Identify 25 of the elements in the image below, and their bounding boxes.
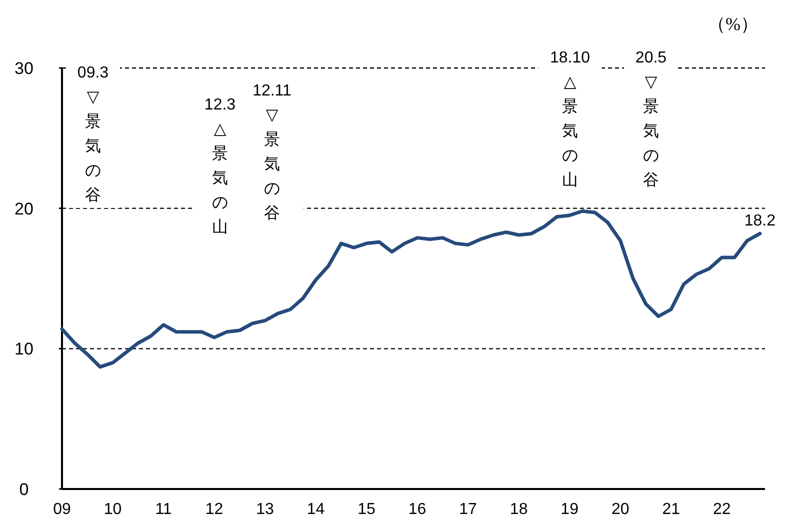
y-tick-label: 10 <box>14 340 34 359</box>
annotation: 12.11 ▽景気の谷 <box>252 82 292 222</box>
x-tick-label: 16 <box>408 501 426 518</box>
annotation: 18.2 <box>744 212 776 230</box>
x-tick-label: 13 <box>256 501 274 518</box>
x-tick-label: 09 <box>53 501 71 518</box>
annotation: 12.3 △景気の山 <box>204 96 236 236</box>
y-tick-label: 20 <box>14 199 34 218</box>
x-tick-label: 15 <box>358 501 376 518</box>
x-tick-label: 22 <box>712 501 731 518</box>
x-tick-label: 18 <box>510 501 528 518</box>
y-tick-label: 0 <box>19 480 29 499</box>
annotation: 20.5 ▽景気の谷 <box>635 50 667 189</box>
x-tick-label: 14 <box>306 501 325 518</box>
x-tick-label: 12 <box>205 501 224 518</box>
x-tick-label: 17 <box>459 501 478 518</box>
x-tick-label: 21 <box>662 501 680 518</box>
y-tick-label: 30 <box>14 59 34 78</box>
x-tick-label: 20 <box>611 501 630 518</box>
y-axis-title: （%） <box>708 14 758 34</box>
annotation: 09.3 ▽景気の谷 <box>77 64 109 204</box>
annotation: 18.10 △景気の山 <box>550 50 590 189</box>
x-tick-label: 19 <box>560 501 579 518</box>
x-tick-label: 10 <box>104 501 122 518</box>
x-tick-label: 11 <box>155 501 172 518</box>
